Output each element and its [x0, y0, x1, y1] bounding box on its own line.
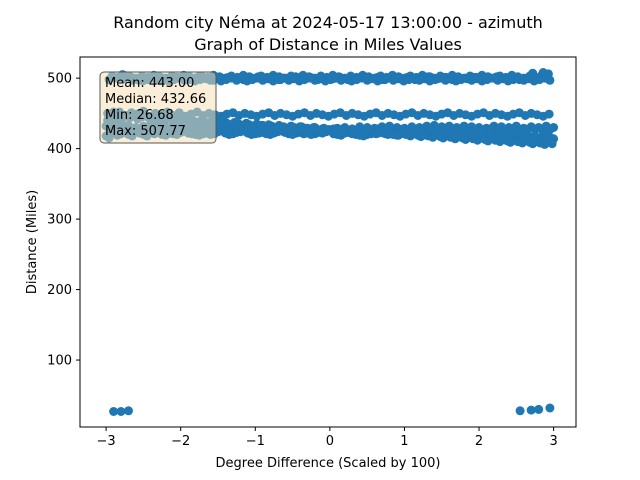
y-axis-label: Distance (Miles) [25, 190, 40, 294]
stats-median: Median: 432.66 [105, 92, 206, 107]
x-tick-label: −3 [97, 434, 116, 449]
y-tick-label: 200 [47, 283, 72, 298]
x-axis-ticks: −3 −2 −1 0 1 2 3 [97, 427, 558, 449]
data-point [528, 68, 538, 78]
plot-frame [79, 56, 577, 428]
stats-box: Mean: 443.00 Median: 432.66 Min: 26.68 M… [99, 71, 217, 144]
x-tick-label: −2 [171, 434, 190, 449]
data-point [493, 126, 503, 136]
data-point [124, 406, 133, 416]
y-axis-ticks: 100 200 300 400 500 [47, 72, 80, 369]
data-point [544, 109, 554, 119]
chart-subtitle: Graph of Distance in Miles Values [194, 35, 462, 54]
data-point [526, 405, 536, 415]
data-point [543, 69, 553, 79]
x-tick-label: −1 [246, 434, 265, 449]
data-point [523, 125, 532, 135]
stats-box-background [99, 71, 217, 144]
data-point [547, 139, 557, 149]
data-point [508, 125, 518, 135]
data-point [515, 406, 525, 416]
stats-mean: Mean: 443.00 [105, 76, 194, 91]
x-tick-label: 3 [549, 434, 557, 449]
data-point [515, 127, 525, 137]
data-point [545, 403, 555, 413]
data-point [109, 407, 119, 416]
x-tick-label: 1 [400, 434, 408, 449]
data-point [500, 125, 510, 135]
chart-title: Random city Néma at 2024-05-17 13:00:00 … [113, 13, 543, 32]
data-point [485, 124, 495, 134]
stats-max: Max: 507.77 [105, 124, 186, 139]
y-tick-label: 400 [47, 142, 72, 157]
data-point [545, 125, 555, 135]
x-tick-label: 0 [326, 434, 334, 449]
y-tick-label: 300 [47, 213, 72, 228]
x-axis-label: Degree Difference (Scaled by 100) [216, 456, 441, 471]
y-tick-label: 100 [47, 354, 72, 369]
data-point [470, 125, 480, 135]
data-point [448, 124, 458, 134]
stats-min: Min: 26.68 [105, 108, 174, 123]
data-point [534, 404, 544, 414]
data-point [478, 125, 488, 135]
data-point [530, 124, 540, 134]
y-tick-label: 500 [47, 72, 72, 87]
x-tick-label: 2 [475, 434, 483, 449]
data-point [537, 125, 547, 135]
data-point [116, 407, 126, 416]
